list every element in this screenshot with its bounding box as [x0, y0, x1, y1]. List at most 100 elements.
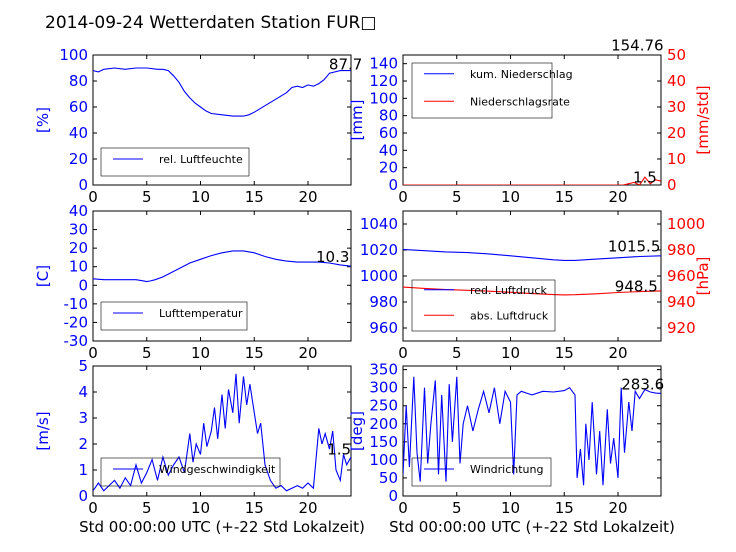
y-tick-label: 0	[388, 176, 398, 194]
y-tick-label: 50	[379, 469, 398, 487]
legend: rel. Luftfeuchte	[100, 147, 250, 177]
y-tick-label: 40	[69, 202, 88, 220]
x-tick-label: 0	[398, 499, 408, 517]
legend-entry: rel. Luftfeuchte	[159, 153, 243, 166]
y-tick-label: 5	[78, 357, 88, 375]
x-tick-label: 0	[88, 188, 98, 206]
y-axis-label: [C]	[34, 265, 52, 287]
x-tick-label: 15	[555, 188, 574, 206]
y2-tick-label: 20	[667, 124, 686, 142]
legend-frame	[411, 62, 553, 119]
x-tick-label: 10	[191, 499, 210, 517]
x-tick-label: 20	[608, 499, 627, 517]
y2-tick-label: 10	[667, 150, 686, 168]
legend-entry: Niederschlagsrate	[470, 95, 570, 108]
y-tick-label: 10	[69, 258, 88, 276]
y-tick-label: 20	[69, 239, 88, 257]
x-tick-label: 15	[245, 499, 264, 517]
legend-entry: red. Luftdruck	[470, 284, 547, 297]
value-annotation: 1015.5	[608, 237, 661, 255]
y-tick-label: 30	[69, 221, 88, 239]
y-tick-label: -20	[64, 313, 89, 331]
series-line-humidity-0	[93, 67, 351, 117]
plot-frame	[92, 54, 352, 186]
x-tick-label: 20	[298, 499, 317, 517]
figure-title: 2014-09-24 Wetterdaten Station FUR□	[45, 13, 376, 33]
value-annotation: 87.7	[329, 55, 362, 73]
y-tick-label: 20	[379, 159, 398, 177]
x-tick-label: 15	[555, 499, 574, 517]
legend: red. Luftdruck abs. Luftdruck	[411, 279, 556, 332]
y-tick-label: 4	[78, 383, 88, 401]
series-line-precipitation-1	[403, 176, 661, 185]
y2-tick-label: 40	[667, 72, 686, 90]
x-tick-label: 5	[452, 188, 462, 206]
x-tick-label: 5	[142, 344, 152, 362]
y2-tick-label: 50	[667, 46, 686, 64]
legend-entry: Lufttemperatur	[159, 307, 243, 320]
value-annotation: 1.5	[633, 168, 657, 186]
x-tick-label: 20	[298, 344, 317, 362]
x-axis-label: Std 00:00:00 UTC (+-22 Std Lokalzeit)	[389, 518, 675, 536]
y-tick-label: 1000	[360, 267, 398, 285]
y-tick-label: 100	[369, 89, 398, 107]
x-tick-label: 5	[142, 499, 152, 517]
legend-frame	[100, 301, 248, 331]
y-tick-label: 0	[78, 276, 88, 294]
y-tick-label: 300	[369, 379, 398, 397]
y-tick-label: 0	[388, 487, 398, 505]
y-tick-label: 100	[369, 451, 398, 469]
value-annotation: 10.3	[316, 248, 349, 266]
x-tick-label: 0	[88, 499, 98, 517]
series-line-winddirection-0	[403, 376, 661, 486]
y-tick-label: 980	[369, 293, 398, 311]
y2-tick-label: 1000	[667, 215, 705, 233]
y-tick-label: 140	[369, 55, 398, 73]
x-tick-label: 15	[245, 188, 264, 206]
y2-axis-label: [hPa]	[694, 257, 712, 296]
x-tick-label: 15	[555, 344, 574, 362]
y-axis-label: [%]	[34, 107, 52, 133]
x-tick-label: 15	[245, 344, 264, 362]
legend-frame	[411, 279, 556, 332]
y-tick-label: 3	[78, 409, 88, 427]
y2-tick-label: 30	[667, 98, 686, 116]
y-tick-label: 60	[379, 124, 398, 142]
y-tick-label: 0	[78, 487, 88, 505]
legend-frame	[411, 457, 552, 487]
plot-frame	[92, 210, 352, 342]
y2-tick-label: 0	[667, 176, 677, 194]
x-tick-label: 5	[452, 344, 462, 362]
chart-humidity: 0 5 10 15 20 0 20 40 60 80 100 [%] 87.7 rel. Luftfeuc…	[34, 46, 362, 206]
value-annotation: 948.5	[615, 278, 658, 296]
chart-temperature: 0 5 10 15 20-30-20-10010203040[C]10.3Lufttem…	[34, 202, 352, 362]
y-tick-label: 60	[69, 98, 88, 116]
y-tick-label: -30	[64, 332, 89, 350]
y-axis-label: [deg]	[348, 411, 366, 451]
y-tick-label: 100	[59, 46, 88, 64]
y-tick-label: 1020	[360, 241, 398, 259]
x-tick-label: 20	[298, 188, 317, 206]
y-tick-label: 1040	[360, 215, 398, 233]
x-tick-label: 10	[191, 344, 210, 362]
x-tick-label: 20	[608, 344, 627, 362]
x-tick-label: 5	[452, 499, 462, 517]
y-tick-label: 1	[78, 461, 88, 479]
chart-precipitation: 0 5 10 15 2002040608010012014001020304050[mm…	[348, 37, 712, 206]
x-tick-label: 10	[501, 188, 520, 206]
series-line-pressure-0	[403, 248, 661, 261]
legend: kum. Niederschlag Niederschlagsrate	[411, 62, 573, 119]
y-tick-label: 120	[369, 72, 398, 90]
legend: Lufttemperatur	[100, 301, 248, 331]
x-tick-label: 10	[501, 499, 520, 517]
y2-tick-label: 960	[667, 267, 696, 285]
chart-windspeed: 0 5 10 15 20 0 1 2 3 4 5 [m/s] Std 00:00:00 UTC (+-2…	[34, 357, 365, 536]
y-tick-label: 80	[69, 72, 88, 90]
series-line-windspeed-0	[93, 373, 351, 492]
y-tick-label: 40	[69, 124, 88, 142]
value-annotation: 1.5	[327, 440, 351, 458]
x-tick-label: 10	[501, 344, 520, 362]
y-tick-label: 80	[379, 107, 398, 125]
